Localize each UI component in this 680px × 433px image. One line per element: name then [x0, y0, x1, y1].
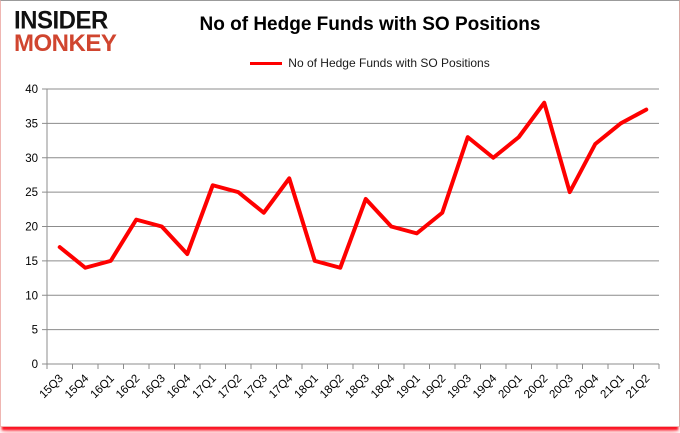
legend: No of Hedge Funds with SO Positions: [61, 56, 679, 70]
x-tick-label: 19Q2: [420, 373, 448, 401]
x-tick-label: 17Q2: [216, 373, 244, 401]
x-tick-label: 19Q3: [445, 373, 473, 401]
y-tick-label: 0: [32, 359, 38, 371]
x-tick-label: 17Q3: [241, 373, 269, 401]
x-tick-label: 15Q3: [37, 373, 65, 401]
x-tick-label: 16Q1: [88, 373, 116, 401]
y-tick-label: 10: [25, 290, 38, 302]
y-tick-label: 30: [25, 153, 38, 165]
y-tick-label: 40: [25, 84, 38, 96]
line-chart: 0 5 10 15 20 25 30 35 40 15Q315Q416Q116Q216Q316Q4…: [25, 84, 660, 401]
y-tick-label: 20: [25, 222, 38, 234]
x-tick-label: 18Q4: [369, 372, 398, 401]
legend-line-swatch: [250, 61, 283, 65]
x-tick-label: 18Q2: [318, 373, 346, 401]
legend-label: No of Hedge Funds with SO Positions: [288, 56, 490, 70]
x-tick-label: 16Q2: [114, 373, 142, 401]
x-tick-label: 19Q1: [394, 373, 422, 401]
x-tick-label: 17Q4: [267, 372, 296, 401]
x-tick-label: 20Q3: [547, 373, 575, 401]
logo-text-insider: INSIDER: [14, 6, 108, 35]
x-tick-label: 20Q1: [496, 373, 524, 401]
x-tick-label: 20Q4: [573, 372, 602, 401]
x-tick-label: 18Q3: [343, 373, 371, 401]
x-tick-label: 21Q1: [598, 373, 626, 401]
y-tick-label: 15: [25, 256, 38, 268]
y-tick-label: 35: [25, 118, 38, 130]
insider-monkey-logo: INSIDER MONKEY: [14, 6, 117, 57]
x-tick-label: 19Q4: [471, 372, 500, 401]
x-tick-label: 20Q2: [522, 373, 550, 401]
logo-text-monkey: MONKEY: [14, 29, 117, 57]
y-tick-label: 25: [25, 187, 38, 199]
y-tick-label: 5: [32, 325, 38, 337]
x-tick-label: 17Q1: [190, 373, 218, 401]
x-tick-label: 21Q2: [624, 373, 652, 401]
x-tick-label: 16Q3: [139, 373, 167, 401]
series-line: [57, 100, 649, 270]
x-tick-label: 18Q1: [292, 373, 320, 401]
x-tick-label: 16Q4: [165, 372, 194, 401]
x-tick-label: 15Q4: [63, 372, 92, 401]
chart-title: No of Hedge Funds with SO Positions: [199, 14, 541, 35]
